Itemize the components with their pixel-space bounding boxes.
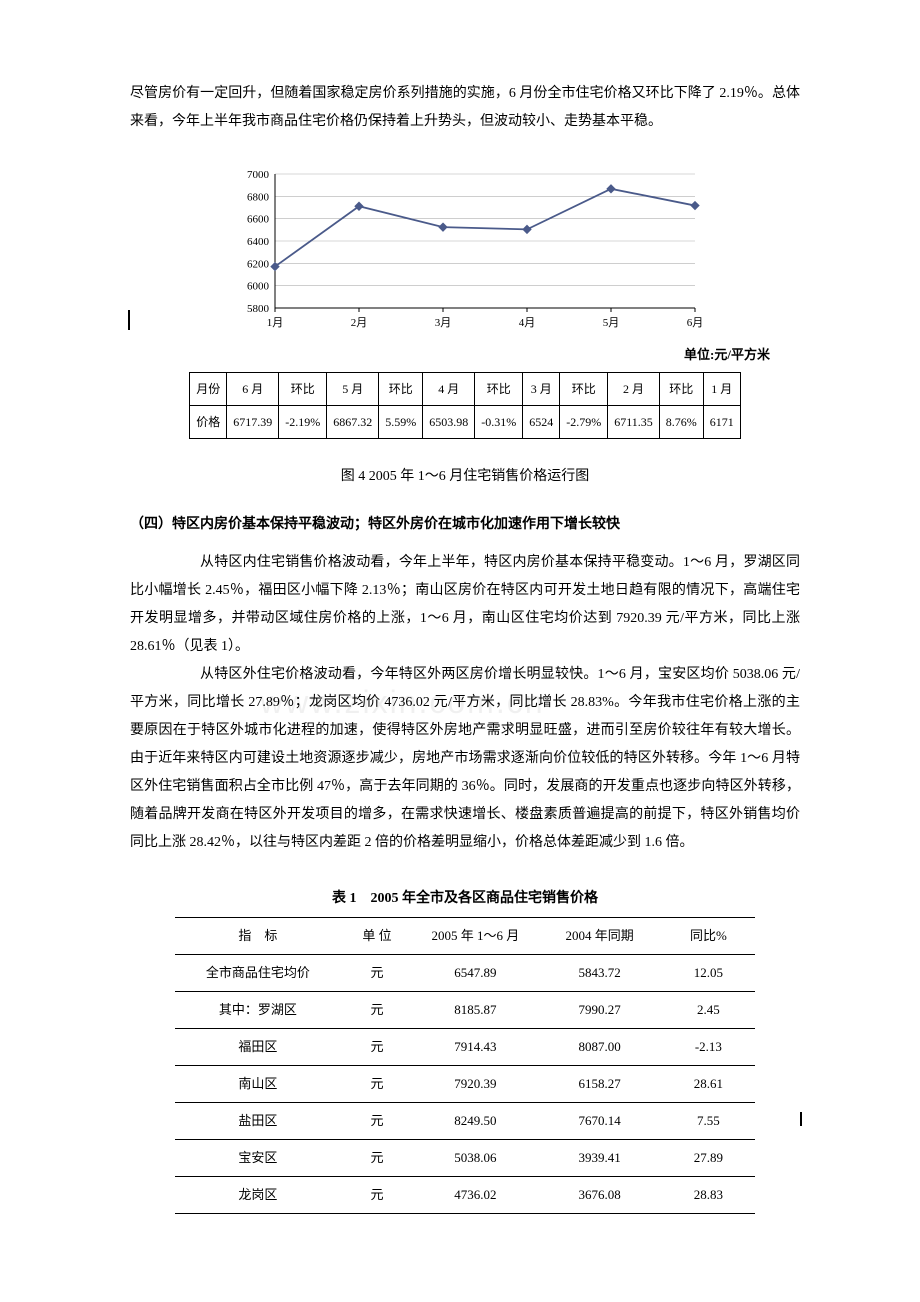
section-4-para-1: 从特区内住宅销售价格波动看，今年上半年，特区内房价基本保持平稳变动。1～6 月，… [130,549,800,661]
price-table-cell: -2.19% [279,406,327,439]
price-table-header-cell: 环比 [279,373,327,406]
svg-text:7000: 7000 [247,169,270,181]
district-table-row: 福田区元7914.438087.00-2.13 [175,1029,755,1066]
district-table-cell: 盐田区 [175,1103,341,1140]
price-table-header-cell: 环比 [475,373,523,406]
price-table-header-cell: 月份 [190,373,227,406]
intro-paragraph: 尽管房价有一定回升，但随着国家稳定房价系列措施的实施，6 月份全市住宅价格又环比… [130,80,800,136]
price-table-header-cell: 4 月 [423,373,475,406]
district-table-cell: 4736.02 [413,1177,537,1214]
district-table-cell: 7.55 [662,1103,755,1140]
svg-text:1月: 1月 [267,317,284,329]
district-table-cell: 元 [341,1103,414,1140]
svg-text:6800: 6800 [247,191,270,203]
svg-text:6400: 6400 [247,236,270,248]
price-table-cell: 6524 [523,406,560,439]
svg-text:2月: 2月 [351,317,368,329]
price-table-header-cell: 环比 [379,373,423,406]
district-table-cell: 28.83 [662,1177,755,1214]
district-table-cell: 6547.89 [413,955,537,992]
district-table-cell: 元 [341,1066,414,1103]
price-table-cell: 6867.32 [327,406,379,439]
price-table-cell: 6711.35 [608,406,660,439]
district-table-cell: 5843.72 [537,955,661,992]
district-table-header: 指 标 [175,918,341,955]
price-table-header-cell: 1 月 [703,373,740,406]
svg-text:6000: 6000 [247,281,270,293]
price-table-row-label: 价格 [190,406,227,439]
price-table-cell: 5.59% [379,406,423,439]
svg-text:6600: 6600 [247,214,270,226]
district-table-cell: 7914.43 [413,1029,537,1066]
district-table-cell: 8087.00 [537,1029,661,1066]
district-table-row: 宝安区元5038.063939.4127.89 [175,1140,755,1177]
district-table-row: 龙岗区元4736.023676.0828.83 [175,1177,755,1214]
district-table-cell: 元 [341,1140,414,1177]
district-table-cell: 5038.06 [413,1140,537,1177]
district-table-cell: 福田区 [175,1029,341,1066]
price-table-header-cell: 环比 [560,373,608,406]
district-table-cell: 南山区 [175,1066,341,1103]
district-table-cell: 3939.41 [537,1140,661,1177]
chart-unit-label: 单位:元/平方米 [130,342,770,368]
district-table-row: 盐田区元8249.507670.147.55 [175,1103,755,1140]
price-table-cell: 6503.98 [423,406,475,439]
district-table-cell: 8249.50 [413,1103,537,1140]
district-table-cell: 宝安区 [175,1140,341,1177]
district-table-cell: 元 [341,1177,414,1214]
district-table-header: 2005 年 1～6 月 [413,918,537,955]
price-line-chart: 5800 6000 6200 6400 6600 6800 7000 1月 2月 3月 4月 5月 6月 [130,166,800,336]
district-table-header: 同比% [662,918,755,955]
price-table-header-cell: 2 月 [608,373,660,406]
price-table-header-cell: 环比 [659,373,703,406]
section-4-para-2: 从特区外住宅价格波动看，今年特区外两区房价增长明显较快。1～6 月，宝安区均价 … [130,661,800,857]
district-table-row: 南山区元7920.396158.2728.61 [175,1066,755,1103]
district-table-cell: 8185.87 [413,992,537,1029]
district-table-cell: 27.89 [662,1140,755,1177]
district-table-row: 其中：罗湖区元8185.877990.272.45 [175,992,755,1029]
district-table-cell: 28.61 [662,1066,755,1103]
monthly-price-table: 月份6 月环比5 月环比4 月环比3 月环比2 月环比1 月 价格6717.39… [189,372,741,439]
price-table-cell: -2.79% [560,406,608,439]
district-table-cell: 元 [341,1029,414,1066]
district-table-cell: 其中：罗湖区 [175,992,341,1029]
district-table-cell: 3676.08 [537,1177,661,1214]
district-table-cell: -2.13 [662,1029,755,1066]
svg-text:4月: 4月 [519,317,536,329]
district-table-cell: 7990.27 [537,992,661,1029]
svg-text:3月: 3月 [435,317,452,329]
svg-text:6月: 6月 [687,317,704,329]
district-table-cell: 12.05 [662,955,755,992]
district-table-cell: 6158.27 [537,1066,661,1103]
price-table-cell: 8.76% [659,406,703,439]
district-table-header: 2004 年同期 [537,918,661,955]
district-price-table: 指 标单 位2005 年 1～6 月2004 年同期同比% 全市商品住宅均价元6… [175,917,755,1214]
district-table-cell: 7670.14 [537,1103,661,1140]
district-table-cell: 2.45 [662,992,755,1029]
table-1-caption: 表 1 2005 年全市及各区商品住宅销售价格 [130,885,800,913]
price-table-header-cell: 6 月 [227,373,279,406]
district-table-cell: 龙岗区 [175,1177,341,1214]
price-table-cell: -0.31% [475,406,523,439]
price-table-cell: 6717.39 [227,406,279,439]
price-table-header-cell: 5 月 [327,373,379,406]
district-table-cell: 元 [341,955,414,992]
district-table-row: 全市商品住宅均价元6547.895843.7212.05 [175,955,755,992]
edit-mark [800,1112,802,1126]
line-chart-svg: 5800 6000 6200 6400 6600 6800 7000 1月 2月 3月 4月 5月 6月 [225,166,705,336]
section-4-heading: （四）特区内房价基本保持平稳波动；特区外房价在城市化加速作用下增长较快 [130,511,800,539]
text-cursor [128,310,130,330]
district-table-header: 单 位 [341,918,414,955]
figure-caption: 图 4 2005 年 1～6 月住宅销售价格运行图 [130,463,800,491]
svg-text:6200: 6200 [247,258,270,270]
district-table-cell: 元 [341,992,414,1029]
district-table-cell: 全市商品住宅均价 [175,955,341,992]
district-table-cell: 7920.39 [413,1066,537,1103]
price-table-header-cell: 3 月 [523,373,560,406]
svg-text:5月: 5月 [603,317,620,329]
price-table-cell: 6171 [703,406,740,439]
svg-text:5800: 5800 [247,303,270,315]
